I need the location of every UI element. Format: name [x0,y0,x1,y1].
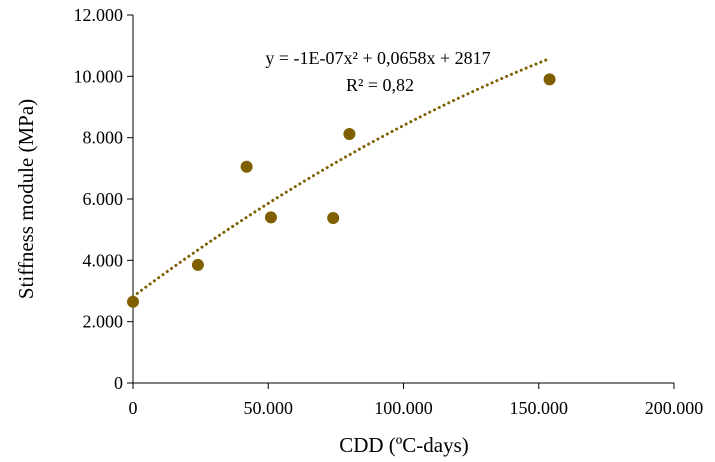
x-tick-label: 50.000 [244,398,294,418]
y-axis-title: Stiffness module (MPa) [14,99,38,299]
data-point [191,258,204,271]
data-point [343,127,356,140]
x-tick-label: 200.000 [645,398,704,418]
x-tick-label: 100.000 [374,398,433,418]
y-tick-label: 4.000 [83,250,124,270]
y-tick-label: 0 [114,373,123,393]
data-points-layer [127,73,556,308]
x-tick-label: 150.000 [510,398,569,418]
data-point [327,212,340,225]
trendline-equation: y = -1E-07x² + 0,0658x + 2817 [265,48,490,68]
x-axis-title: CDD (ºC-days) [339,433,469,457]
r-squared-label: R² = 0,82 [346,75,414,95]
y-tick-label: 12.000 [74,5,124,25]
data-point [264,211,277,224]
text-layer: y = -1E-07x² + 0,0658x + 2817 R² = 0,82 … [14,48,491,457]
trendline-layer [131,57,552,299]
data-point [543,73,556,86]
y-tick-label: 8.000 [83,128,124,148]
axes: 0 2.000 4.000 6.000 8.000 10.000 12.000 0 50.000… [74,5,704,418]
data-point [127,295,139,308]
x-tick-label: 0 [129,398,138,418]
data-point [240,160,253,173]
y-tick-label: 10.000 [74,66,124,86]
y-tick-label: 2.000 [83,312,124,332]
trendline [131,57,552,299]
y-tick-label: 6.000 [83,189,124,209]
